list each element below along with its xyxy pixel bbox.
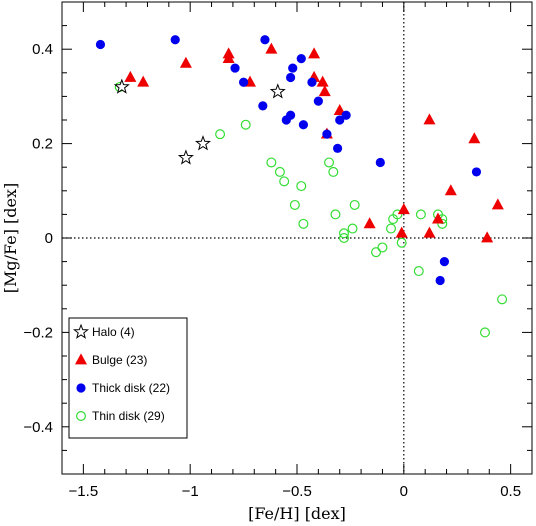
- data-point: [444, 184, 457, 196]
- x-axis-title: [Fe/H] [dex]: [248, 504, 346, 523]
- data-point: [396, 237, 407, 248]
- legend-label: Thin disk (29): [92, 409, 165, 423]
- data-point: [318, 85, 331, 97]
- data-point: [491, 198, 504, 210]
- data-points: [95, 35, 508, 338]
- y-tick-label: 0: [45, 230, 53, 247]
- x-tick-label: −1: [182, 483, 199, 500]
- data-point: [386, 223, 397, 234]
- data-point: [324, 157, 335, 168]
- data-point: [480, 327, 491, 338]
- data-point: [332, 143, 343, 153]
- data-point: [415, 209, 426, 220]
- data-point: [288, 63, 298, 73]
- data-point: [413, 266, 424, 277]
- data-point: [269, 83, 286, 99]
- data-point: [322, 129, 332, 139]
- data-point: [432, 212, 444, 224]
- data-point: [423, 113, 436, 125]
- data-point: [222, 52, 235, 64]
- data-point: [308, 47, 321, 59]
- reference-lines: [62, 2, 532, 474]
- legend: Halo (4) Bulge (23) Thick disk (22) Thin di…: [68, 317, 188, 439]
- data-point: [371, 247, 382, 258]
- legend-box: [68, 317, 188, 439]
- data-point: [377, 242, 388, 253]
- data-point: [307, 77, 317, 87]
- data-point: [137, 75, 150, 87]
- data-point: [95, 39, 106, 50]
- data-point: [298, 120, 309, 130]
- data-point: [285, 72, 296, 83]
- y-tick-label: 0.4: [32, 41, 53, 58]
- data-point: [260, 35, 270, 45]
- data-point: [289, 199, 300, 210]
- data-point: [279, 176, 290, 187]
- data-point: [177, 149, 194, 165]
- legend-marker: [75, 411, 86, 422]
- data-point: [423, 226, 436, 238]
- tick-labels: −1.5 −1 −0.5 0 0.5 −0.4 −0.2 0 0.2 0.4: [23, 41, 521, 500]
- y-tick-label: −0.2: [23, 324, 53, 341]
- data-point: [392, 209, 403, 220]
- data-point: [194, 135, 212, 151]
- legend-label: Bulge (23): [92, 353, 147, 367]
- data-point: [316, 75, 329, 87]
- data-point: [274, 166, 285, 177]
- data-point: [395, 226, 408, 238]
- data-point: [328, 166, 339, 177]
- data-point: [238, 77, 249, 87]
- data-point: [296, 181, 307, 192]
- data-point: [397, 203, 410, 215]
- data-point: [468, 132, 481, 144]
- x-tick-label: −0.5: [282, 483, 312, 500]
- y-tick-label: 0.2: [32, 136, 53, 153]
- data-point: [375, 157, 385, 168]
- y-tick-label: −0.4: [23, 419, 53, 436]
- data-point: [113, 78, 130, 94]
- data-point: [435, 275, 445, 286]
- legend-label: Halo (4): [92, 325, 135, 339]
- data-point: [285, 110, 296, 120]
- legend-marker: [72, 323, 90, 339]
- data-point: [265, 42, 278, 54]
- data-point: [258, 101, 268, 111]
- data-point: [240, 119, 251, 130]
- data-point: [296, 54, 306, 64]
- x-tick-label: 0: [400, 483, 408, 500]
- legend-label: Thick disk (22): [92, 381, 170, 395]
- data-point: [298, 218, 309, 229]
- legend-marker: [76, 383, 86, 393]
- data-point: [437, 218, 448, 229]
- data-point: [266, 157, 277, 168]
- data-point: [124, 70, 137, 82]
- data-point: [481, 231, 494, 243]
- data-point: [179, 56, 192, 68]
- data-point: [439, 257, 450, 267]
- data-point: [335, 115, 345, 125]
- data-point: [215, 129, 226, 140]
- x-tick-label: −1.5: [69, 483, 99, 500]
- data-point: [341, 110, 351, 120]
- data-point: [330, 209, 341, 220]
- data-point: [170, 35, 180, 45]
- data-point: [347, 223, 358, 234]
- data-point: [313, 96, 323, 106]
- x-tick-label: 0.5: [500, 483, 521, 500]
- y-axis-title: [Mg/Fe] [dex]: [1, 183, 20, 294]
- data-point: [497, 294, 508, 305]
- legend-marker: [75, 353, 87, 365]
- data-point: [363, 217, 376, 229]
- data-point: [349, 199, 360, 210]
- data-point: [230, 63, 240, 73]
- data-point: [339, 233, 350, 244]
- data-point: [339, 228, 350, 239]
- data-point: [471, 167, 482, 177]
